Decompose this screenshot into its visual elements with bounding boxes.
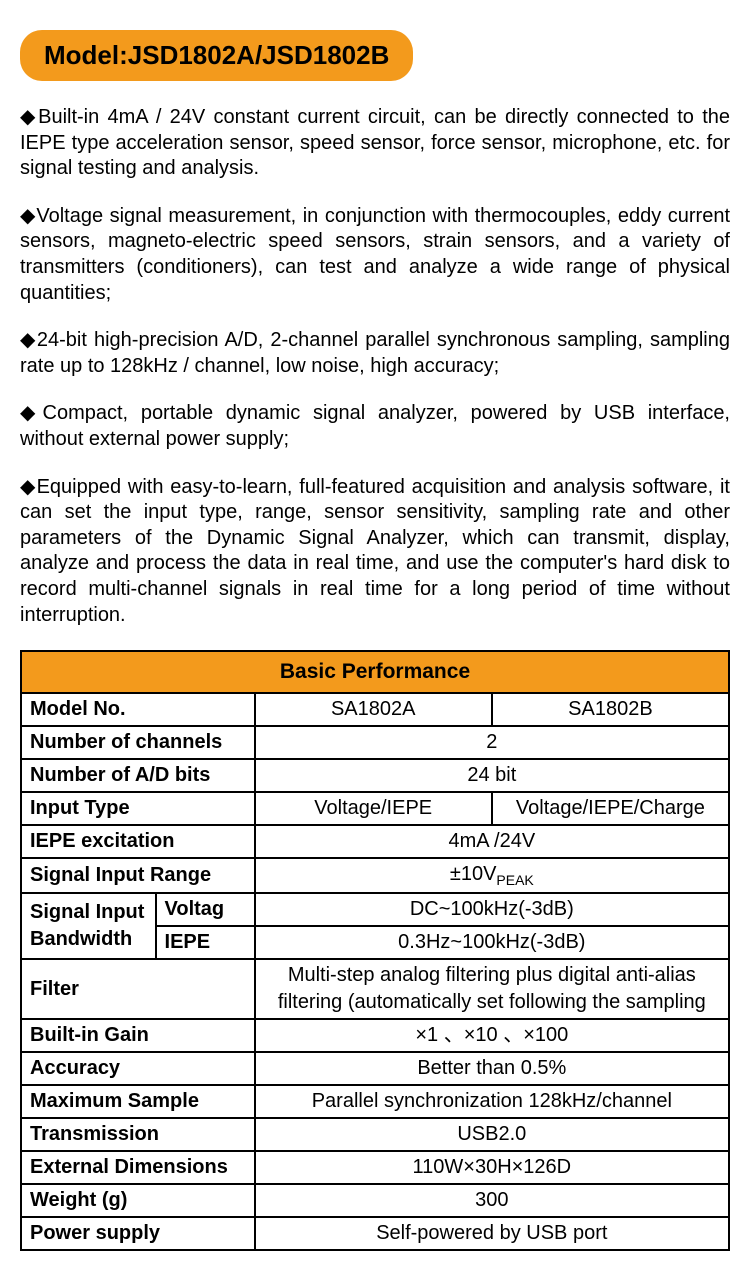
table-row: IEPE excitation 4mA /24V xyxy=(21,825,729,858)
spec-value: DC~100kHz(-3dB) xyxy=(255,893,729,926)
spec-value: Self-powered by USB port xyxy=(255,1217,729,1250)
spec-sublabel: IEPE xyxy=(156,926,255,959)
spec-table: Basic Performance Model No. SA1802A SA18… xyxy=(20,650,730,1251)
spec-value: Multi-step analog filtering plus digital… xyxy=(255,959,729,1019)
spec-value: 300 xyxy=(255,1184,729,1217)
bullet-item: ◆Compact, portable dynamic signal analyz… xyxy=(20,401,730,452)
table-row: Accuracy Better than 0.5% xyxy=(21,1052,729,1085)
table-row: Number of channels 2 xyxy=(21,726,729,759)
spec-value: ±10VPEAK xyxy=(255,858,729,893)
table-row: Power supply Self-powered by USB port xyxy=(21,1217,729,1250)
spec-value: 110W×30H×126D xyxy=(255,1151,729,1184)
spec-label: Input Type xyxy=(21,792,255,825)
spec-label: IEPE excitation xyxy=(21,825,255,858)
spec-label: Signal Input Range xyxy=(21,858,255,893)
spec-value: SA1802A xyxy=(255,693,492,726)
spec-label: Accuracy xyxy=(21,1052,255,1085)
spec-value: USB2.0 xyxy=(255,1118,729,1151)
table-row: Input Type Voltage/IEPE Voltage/IEPE/Cha… xyxy=(21,792,729,825)
spec-value: SA1802B xyxy=(492,693,729,726)
diamond-icon: ◆ xyxy=(20,205,36,227)
bullet-item: ◆Equipped with easy-to-learn, full-featu… xyxy=(20,475,730,629)
bullet-text: Equipped with easy-to-learn, full-featur… xyxy=(20,476,730,626)
table-title: Basic Performance xyxy=(21,651,729,693)
spec-label: Maximum Sample xyxy=(21,1085,255,1118)
spec-value: Voltage/IEPE/Charge xyxy=(492,792,729,825)
bullet-item: ◆Built-in 4mA / 24V constant current cir… xyxy=(20,105,730,182)
table-header-row: Basic Performance xyxy=(21,651,729,693)
spec-label: Transmission xyxy=(21,1118,255,1151)
spec-value: 24 bit xyxy=(255,759,729,792)
spec-label: Number of A/D bits xyxy=(21,759,255,792)
spec-value: 4mA /24V xyxy=(255,825,729,858)
table-row: Model No. SA1802A SA1802B xyxy=(21,693,729,726)
bullet-text: Voltage signal measurement, in conjuncti… xyxy=(20,205,730,304)
spec-value: 2 xyxy=(255,726,729,759)
bullet-text: Built-in 4mA / 24V constant current circ… xyxy=(20,106,730,179)
diamond-icon: ◆ xyxy=(20,402,43,424)
table-row: Signal Input Bandwidth Voltag DC~100kHz(… xyxy=(21,893,729,926)
spec-label: Weight (g) xyxy=(21,1184,255,1217)
spec-label: Number of channels xyxy=(21,726,255,759)
bullet-item: ◆Voltage signal measurement, in conjunct… xyxy=(20,204,730,306)
bullet-item: ◆24-bit high-precision A/D, 2-channel pa… xyxy=(20,328,730,379)
bullet-text: Compact, portable dynamic signal analyze… xyxy=(20,402,730,450)
spec-value: ×1 、×10 、×100 xyxy=(255,1019,729,1052)
table-row: Transmission USB2.0 xyxy=(21,1118,729,1151)
spec-label: Power supply xyxy=(21,1217,255,1250)
table-row: Maximum Sample Parallel synchronization … xyxy=(21,1085,729,1118)
table-row: Number of A/D bits 24 bit xyxy=(21,759,729,792)
table-row: Weight (g) 300 xyxy=(21,1184,729,1217)
spec-value: Parallel synchronization 128kHz/channel xyxy=(255,1085,729,1118)
spec-label: Model No. xyxy=(21,693,255,726)
table-row: Signal Input Range ±10VPEAK xyxy=(21,858,729,893)
spec-sublabel: Voltag xyxy=(156,893,255,926)
table-row: Built-in Gain ×1 、×10 、×100 xyxy=(21,1019,729,1052)
spec-label: Signal Input Bandwidth xyxy=(21,893,156,959)
spec-label: Filter xyxy=(21,959,255,1019)
model-badge: Model:JSD1802A/JSD1802B xyxy=(20,30,413,81)
diamond-icon: ◆ xyxy=(20,329,37,351)
table-row: Filter Multi-step analog filtering plus … xyxy=(21,959,729,1019)
diamond-icon: ◆ xyxy=(20,476,37,498)
spec-value: 0.3Hz~100kHz(-3dB) xyxy=(255,926,729,959)
spec-label: External Dimensions xyxy=(21,1151,255,1184)
diamond-icon: ◆ xyxy=(20,106,38,128)
feature-bullets: ◆Built-in 4mA / 24V constant current cir… xyxy=(20,105,730,628)
bullet-text: 24-bit high-precision A/D, 2-channel par… xyxy=(20,329,730,377)
spec-value: Better than 0.5% xyxy=(255,1052,729,1085)
spec-value: Voltage/IEPE xyxy=(255,792,492,825)
spec-label: Built-in Gain xyxy=(21,1019,255,1052)
table-row: External Dimensions 110W×30H×126D xyxy=(21,1151,729,1184)
